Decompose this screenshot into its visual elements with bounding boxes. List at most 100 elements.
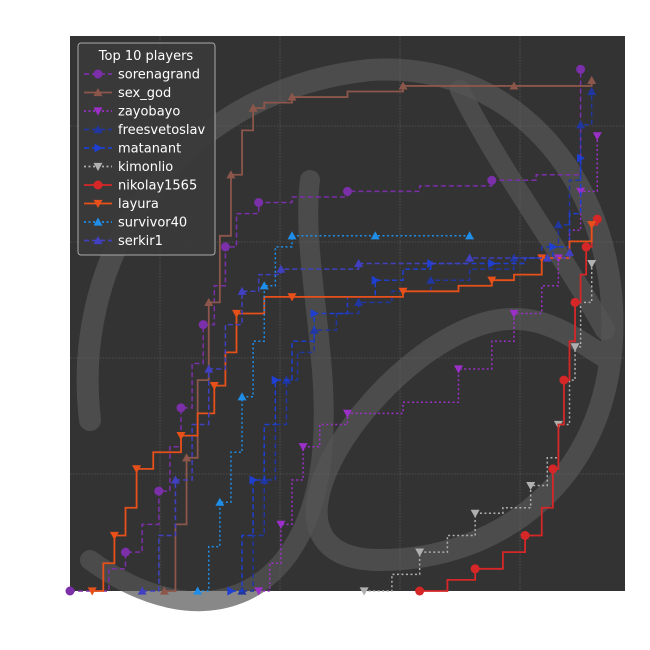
series-matanant bbox=[227, 153, 586, 596]
series-line bbox=[164, 80, 593, 592]
data-point bbox=[415, 586, 425, 596]
data-point bbox=[520, 531, 530, 540]
legend-label: kimonlio bbox=[118, 160, 173, 175]
legend-label: serkir1 bbox=[118, 234, 163, 249]
legend-marker bbox=[93, 236, 103, 245]
data-point bbox=[65, 586, 75, 596]
data-point bbox=[176, 403, 186, 413]
legend-item: zayobayo bbox=[84, 105, 180, 120]
series-nikolay1565 bbox=[415, 214, 602, 596]
data-point bbox=[592, 132, 602, 141]
data-point bbox=[465, 253, 475, 262]
data-point bbox=[310, 309, 319, 318]
data-point bbox=[198, 320, 208, 330]
legend-marker bbox=[93, 162, 103, 171]
data-point bbox=[87, 587, 97, 596]
legend-items: sorenagrand sex_god zayobayo freesvetoslav m… bbox=[84, 68, 205, 249]
grid-lines bbox=[70, 36, 625, 591]
data-point bbox=[254, 198, 264, 207]
data-point bbox=[271, 375, 280, 385]
series-line bbox=[197, 235, 470, 592]
data-point bbox=[259, 281, 269, 290]
data-point bbox=[121, 547, 130, 557]
data-point bbox=[193, 586, 203, 595]
data-point bbox=[542, 253, 552, 262]
series-sex_god bbox=[159, 75, 597, 595]
data-point bbox=[276, 520, 286, 529]
legend: Top 10 players sorenagrand sex_godzayobay… bbox=[77, 42, 216, 256]
data-point bbox=[182, 453, 192, 462]
data-point bbox=[526, 481, 536, 491]
legend-item: sorenagrand bbox=[84, 68, 200, 83]
series-layura bbox=[87, 221, 597, 596]
data-point bbox=[204, 364, 214, 373]
series-sorenagrand bbox=[65, 64, 586, 596]
data-point bbox=[570, 343, 580, 352]
data-point bbox=[470, 509, 480, 518]
data-point bbox=[487, 175, 497, 185]
data-point bbox=[570, 297, 580, 307]
data-point bbox=[553, 220, 563, 229]
data-point bbox=[287, 231, 297, 240]
legend-item: kimonlio bbox=[84, 160, 173, 175]
legend-item: freesvetoslav bbox=[84, 123, 205, 138]
data-point bbox=[343, 186, 352, 196]
series-survivor40 bbox=[193, 231, 475, 595]
series-serkir1 bbox=[137, 247, 574, 595]
data-point bbox=[576, 64, 586, 74]
data-point bbox=[587, 221, 597, 230]
data-point bbox=[354, 259, 364, 268]
legend-marker bbox=[94, 143, 103, 153]
data-point bbox=[254, 587, 264, 596]
data-point bbox=[581, 242, 591, 252]
data-point bbox=[576, 120, 586, 129]
data-point bbox=[209, 382, 219, 391]
data-point bbox=[248, 103, 258, 112]
data-point bbox=[204, 297, 214, 306]
data-point bbox=[287, 293, 297, 302]
legend-item: sex_god bbox=[84, 86, 171, 101]
data-point bbox=[287, 92, 297, 101]
legend-label: nikolay1565 bbox=[118, 179, 197, 194]
data-point bbox=[220, 242, 230, 252]
legend-marker bbox=[93, 69, 103, 79]
legend-label: matanant bbox=[118, 142, 181, 157]
series-layer bbox=[65, 64, 602, 596]
data-point bbox=[509, 81, 519, 90]
data-point bbox=[559, 375, 569, 385]
legend-item: survivor40 bbox=[84, 216, 187, 231]
data-point bbox=[398, 81, 408, 90]
legend-item: serkir1 bbox=[84, 234, 163, 249]
legend-item: nikolay1565 bbox=[84, 179, 197, 194]
legend-marker bbox=[93, 125, 103, 134]
data-point bbox=[227, 586, 236, 596]
data-point bbox=[371, 275, 380, 285]
data-point bbox=[587, 259, 597, 269]
data-point bbox=[298, 443, 308, 452]
data-point bbox=[226, 170, 236, 179]
legend-label: layura bbox=[118, 197, 159, 212]
legend-marker bbox=[93, 107, 103, 116]
data-point bbox=[215, 497, 225, 506]
data-point bbox=[359, 587, 369, 596]
data-point bbox=[587, 87, 597, 96]
legend-marker bbox=[93, 180, 103, 190]
legend-label: sorenagrand bbox=[118, 68, 200, 83]
data-point bbox=[237, 392, 247, 401]
watermark-ring bbox=[76, 58, 624, 572]
data-point bbox=[354, 297, 364, 306]
data-point bbox=[548, 464, 558, 474]
data-point bbox=[237, 286, 247, 295]
legend-item: matanant bbox=[84, 142, 181, 157]
data-point bbox=[488, 259, 497, 269]
data-point bbox=[577, 153, 586, 163]
series-line bbox=[70, 69, 582, 592]
data-point bbox=[170, 475, 180, 484]
data-point bbox=[470, 564, 480, 574]
legend-label: sex_god bbox=[118, 86, 171, 101]
data-point bbox=[176, 432, 186, 441]
legend-item: layura bbox=[84, 197, 159, 212]
series-line bbox=[92, 224, 593, 592]
legend-marker bbox=[93, 199, 103, 208]
